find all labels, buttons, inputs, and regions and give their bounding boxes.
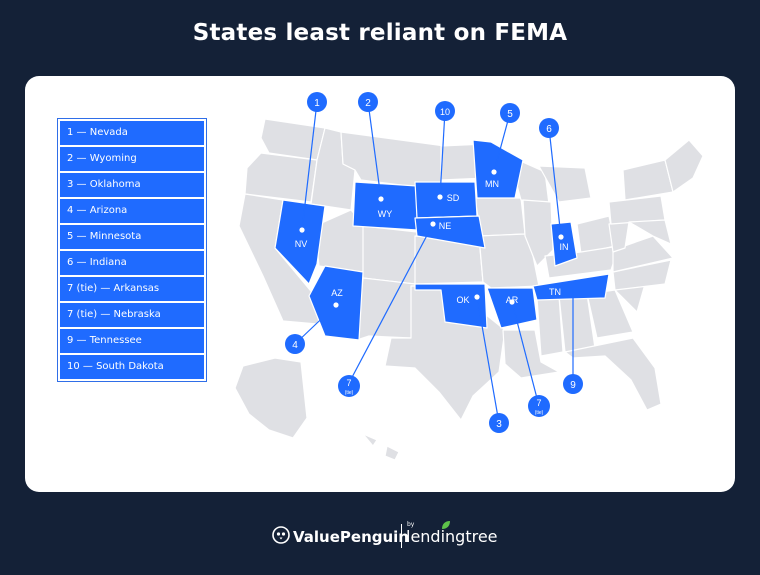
- legend-item: 7 (tie) — Nebraska: [60, 303, 204, 327]
- page-title: States least reliant on FEMA: [192, 20, 568, 46]
- state-mi: [538, 165, 592, 203]
- label-wy: WY: [378, 209, 393, 219]
- dot-ar: [509, 299, 515, 305]
- us-map: NV WY OK AZ MN IN AR NE TN SD 1 2 10 5 6…: [234, 92, 704, 461]
- footer-branding: ValuePenguin by lendingtree: [0, 521, 760, 552]
- label-nv: NV: [295, 239, 308, 249]
- rank-bubble-wy: 2: [358, 92, 378, 112]
- rank-bubble-ne: 7 (tie): [338, 375, 360, 397]
- dot-in: [558, 234, 564, 240]
- rank-bubble-ar: 7 (tie): [528, 395, 550, 417]
- label-ok: OK: [456, 295, 469, 305]
- svg-text:4: 4: [292, 340, 298, 351]
- state-or: [244, 152, 318, 203]
- leader-line-mn: [493, 112, 511, 173]
- label-ne: NE: [439, 221, 452, 231]
- dot-sd: [437, 194, 443, 200]
- dot-tn: [570, 274, 576, 280]
- state-in: [550, 221, 578, 267]
- legend-item: 2 — Wyoming: [60, 147, 204, 171]
- leader-line-nv: [301, 101, 318, 231]
- dot-wy: [378, 196, 384, 202]
- svg-text:7: 7: [346, 378, 351, 388]
- svg-text:5: 5: [507, 109, 513, 120]
- state-nc: [612, 259, 672, 291]
- state-ok: [414, 283, 488, 329]
- valuepenguin-wordmark: ValuePenguin: [293, 528, 409, 546]
- leader-line-ok: [476, 296, 500, 424]
- ranking-legend: 1 — Nevada 2 — Wyoming 3 — Oklahoma 4 — …: [57, 118, 207, 382]
- state-ia: [474, 197, 526, 237]
- rank-bubble-tn: 9: [563, 374, 583, 394]
- state-tn: [532, 273, 610, 301]
- state-new-england: [664, 139, 704, 193]
- state-nm: [356, 277, 416, 341]
- leader-line-ar: [511, 301, 540, 407]
- svg-text:3: 3: [496, 419, 502, 430]
- state-la: [502, 329, 560, 379]
- state-nj-de-md: [628, 219, 672, 245]
- legend-item: 9 — Tennessee: [60, 329, 204, 353]
- dot-nv: [299, 227, 305, 233]
- label-mn: MN: [485, 179, 499, 189]
- state-pa: [608, 195, 666, 225]
- state-ar: [486, 287, 538, 329]
- leader-line-sd: [439, 110, 446, 198]
- penguin-logo-icon: [272, 526, 290, 544]
- rank-bubble-mn: 5: [500, 103, 520, 123]
- legend-item: 7 (tie) — Arkansas: [60, 277, 204, 301]
- svg-text:7: 7: [536, 398, 541, 408]
- state-co: [362, 225, 418, 285]
- by-text: by: [407, 521, 415, 528]
- rank-bubble-in: 6: [539, 118, 559, 138]
- state-mn: [472, 139, 524, 199]
- dot-az: [333, 302, 339, 308]
- label-sd: SD: [447, 193, 460, 203]
- rank-bubble-ok: 3: [489, 413, 509, 433]
- legend-item: 4 — Arizona: [60, 199, 204, 223]
- dot-mn: [491, 169, 497, 175]
- svg-text:10: 10: [440, 107, 450, 117]
- svg-text:2: 2: [365, 98, 371, 109]
- map-card: NV WY OK AZ MN IN AR NE TN SD 1 2 10 5 6…: [25, 76, 735, 492]
- legend-item: 1 — Nevada: [60, 121, 204, 145]
- state-ny: [622, 159, 674, 201]
- state-ms: [536, 295, 564, 357]
- dot-ok: [474, 294, 480, 300]
- footer-divider: [401, 524, 402, 548]
- state-nv: [274, 199, 326, 285]
- state-wy: [352, 181, 418, 231]
- svg-text:(tie): (tie): [345, 390, 354, 396]
- rank-bubbles: 1 2 10 5 6 4 7 (tie) 3 7 (tie) 9: [285, 92, 583, 433]
- state-hi: [362, 433, 400, 461]
- svg-text:9: 9: [570, 380, 576, 391]
- legend-item: 5 — Minnesota: [60, 225, 204, 249]
- label-az: AZ: [331, 288, 343, 298]
- label-tn: TN: [549, 287, 561, 297]
- state-fl: [564, 337, 662, 411]
- state-mt: [340, 131, 446, 191]
- state-va: [612, 235, 674, 273]
- legend-item: 6 — Indiana: [60, 251, 204, 275]
- rank-bubble-nv: 1: [307, 92, 327, 112]
- leader-line-ne: [348, 223, 434, 384]
- label-in: IN: [560, 242, 569, 252]
- leader-line-wy: [367, 101, 382, 200]
- leaf-icon: [442, 521, 450, 529]
- lendingtree-wordmark: lendingtree: [406, 527, 498, 546]
- legend-item: 3 — Oklahoma: [60, 173, 204, 197]
- svg-text:(tie): (tie): [535, 410, 544, 416]
- rank-bubble-sd: 10: [435, 101, 455, 121]
- label-ar: AR: [506, 295, 519, 305]
- legend-item: 10 — South Dakota: [60, 355, 204, 379]
- dot-ne: [430, 221, 436, 227]
- svg-text:6: 6: [546, 124, 552, 135]
- state-ak: [234, 357, 308, 439]
- leader-line-in: [548, 127, 562, 238]
- svg-text:1: 1: [314, 98, 320, 109]
- rank-bubble-az: 4: [285, 334, 305, 354]
